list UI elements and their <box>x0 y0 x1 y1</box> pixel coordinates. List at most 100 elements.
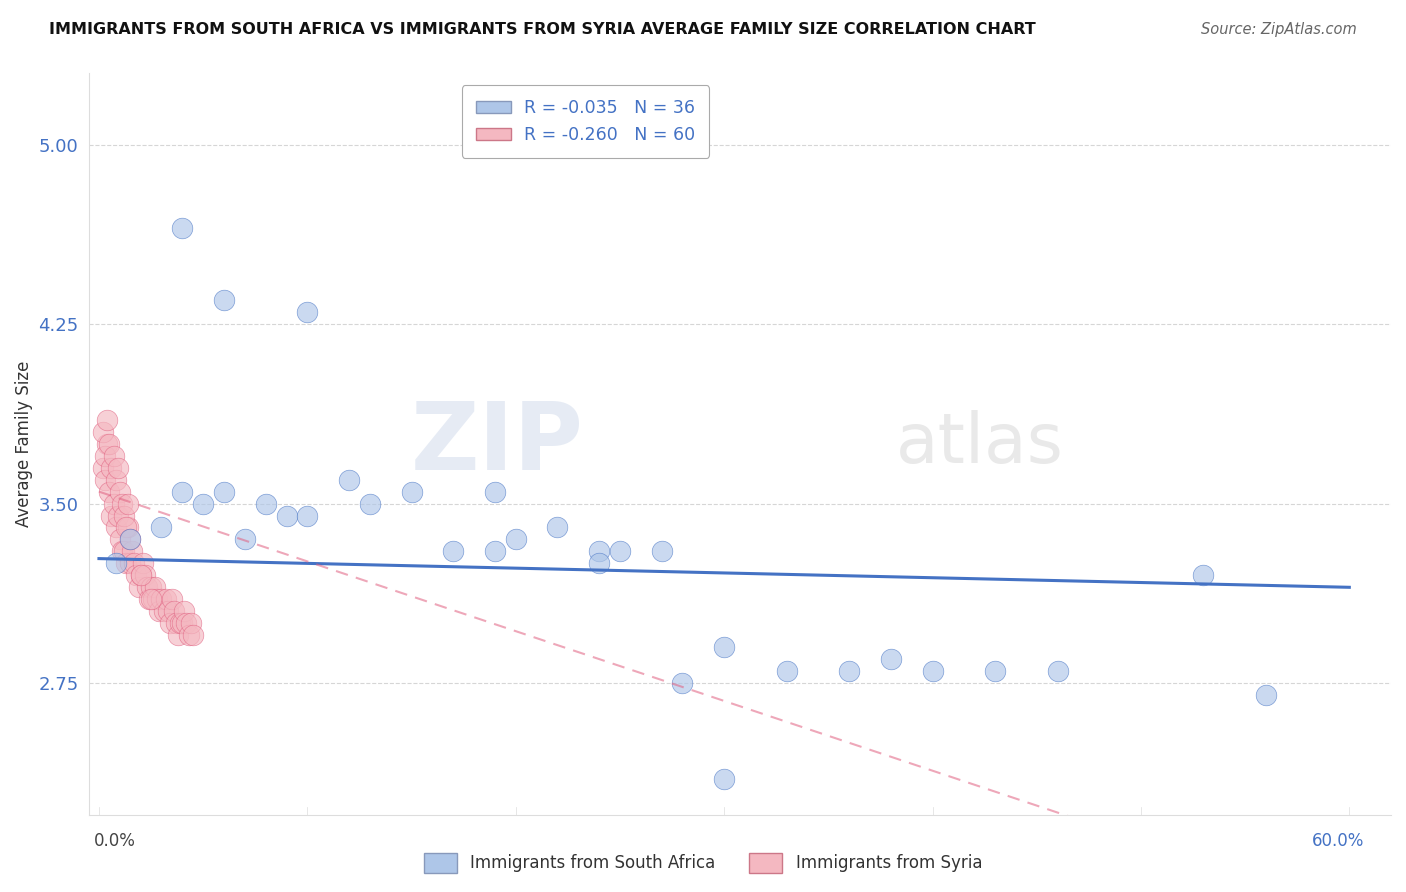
Point <box>297 508 319 523</box>
Point <box>484 544 506 558</box>
Point <box>169 616 191 631</box>
Point <box>117 520 139 534</box>
Point <box>588 544 610 558</box>
Point <box>96 436 118 450</box>
Point <box>111 544 134 558</box>
Point <box>880 652 903 666</box>
Point <box>297 305 319 319</box>
Point <box>167 628 190 642</box>
Point <box>505 533 527 547</box>
Point <box>191 497 214 511</box>
Point <box>838 664 860 678</box>
Point <box>112 544 135 558</box>
Point <box>111 497 134 511</box>
Point <box>91 425 114 439</box>
Point <box>173 604 195 618</box>
Point <box>150 592 173 607</box>
Point <box>124 557 146 571</box>
Point <box>156 604 179 618</box>
Point <box>98 436 121 450</box>
Point <box>91 460 114 475</box>
Point <box>148 604 170 618</box>
Point <box>484 484 506 499</box>
Point <box>233 533 256 547</box>
Point <box>104 557 127 571</box>
Point <box>713 772 735 786</box>
Point <box>172 221 194 235</box>
Point <box>1192 568 1215 582</box>
Point <box>546 520 568 534</box>
Text: atlas: atlas <box>896 410 1064 477</box>
Point <box>921 664 943 678</box>
Point <box>108 533 131 547</box>
Point <box>139 592 162 607</box>
Point <box>107 508 129 523</box>
Point <box>135 580 157 594</box>
Point <box>775 664 797 678</box>
Point <box>94 473 117 487</box>
Point <box>104 473 127 487</box>
Point <box>441 544 464 558</box>
Y-axis label: Average Family Size: Average Family Size <box>15 360 32 527</box>
Point <box>129 568 152 582</box>
Point <box>177 628 200 642</box>
Point <box>180 616 202 631</box>
Point <box>132 557 155 571</box>
Point <box>100 460 122 475</box>
Point <box>146 592 169 607</box>
Point <box>120 533 142 547</box>
Point <box>143 580 166 594</box>
Point <box>359 497 381 511</box>
Point <box>1046 664 1069 678</box>
Point <box>94 449 117 463</box>
Text: 60.0%: 60.0% <box>1312 831 1365 849</box>
Point <box>108 484 131 499</box>
Point <box>129 568 152 582</box>
Point <box>172 484 194 499</box>
Legend: R = -0.035   N = 36, R = -0.260   N = 60: R = -0.035 N = 36, R = -0.260 N = 60 <box>463 86 710 158</box>
Point <box>107 460 129 475</box>
Point <box>588 557 610 571</box>
Point <box>115 557 138 571</box>
Point <box>103 497 125 511</box>
Point <box>142 592 165 607</box>
Point <box>651 544 673 558</box>
Point <box>139 580 162 594</box>
Text: IMMIGRANTS FROM SOUTH AFRICA VS IMMIGRANTS FROM SYRIA AVERAGE FAMILY SIZE CORREL: IMMIGRANTS FROM SOUTH AFRICA VS IMMIGRAN… <box>49 22 1036 37</box>
Point <box>1254 688 1277 702</box>
Point <box>103 449 125 463</box>
Point <box>104 520 127 534</box>
Point <box>337 473 360 487</box>
Point <box>172 616 194 631</box>
Point <box>128 580 150 594</box>
Point <box>120 557 142 571</box>
Point <box>165 616 187 631</box>
Point <box>163 604 186 618</box>
Point <box>125 568 148 582</box>
Point <box>121 544 143 558</box>
Point <box>134 568 156 582</box>
Point <box>159 616 181 631</box>
Text: Source: ZipAtlas.com: Source: ZipAtlas.com <box>1201 22 1357 37</box>
Point <box>212 484 235 499</box>
Text: ZIP: ZIP <box>411 398 583 490</box>
Point <box>401 484 423 499</box>
Point <box>112 508 135 523</box>
Point <box>150 520 173 534</box>
Point <box>176 616 198 631</box>
Legend: Immigrants from South Africa, Immigrants from Syria: Immigrants from South Africa, Immigrants… <box>418 847 988 880</box>
Point <box>984 664 1007 678</box>
Point <box>254 497 277 511</box>
Point <box>120 533 142 547</box>
Point <box>98 484 121 499</box>
Point <box>181 628 204 642</box>
Point <box>115 520 138 534</box>
Point <box>276 508 298 523</box>
Point <box>117 497 139 511</box>
Point <box>152 604 174 618</box>
Point <box>160 592 183 607</box>
Point <box>212 293 235 308</box>
Point <box>713 640 735 654</box>
Point <box>155 592 177 607</box>
Point <box>138 592 160 607</box>
